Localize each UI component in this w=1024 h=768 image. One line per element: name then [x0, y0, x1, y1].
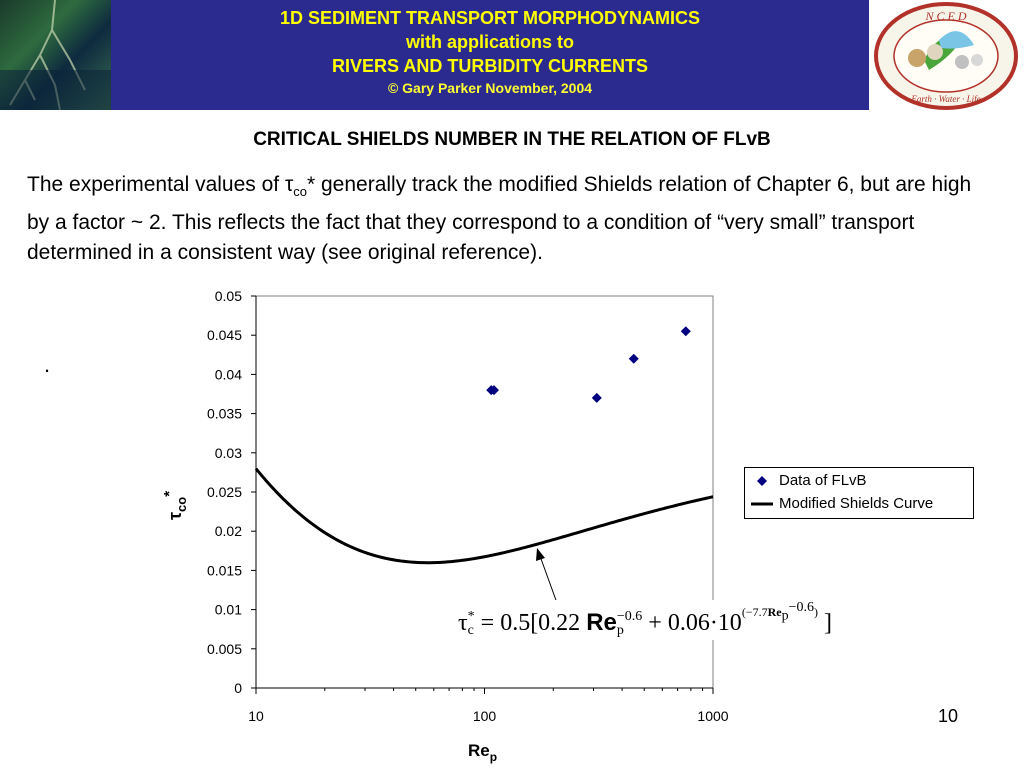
header-line-3: RIVERS AND TURBIDITY CURRENTS [331, 56, 649, 76]
y-tick-label: 0.035 [207, 406, 242, 422]
chart-curve-layer [254, 467, 714, 565]
chart-points-layer [486, 326, 691, 403]
formula-close: ] [823, 610, 832, 636]
x-tick-label: 1000 [697, 708, 728, 724]
annotation-arrow-line [539, 555, 558, 604]
para-tau-subscript: co [293, 184, 307, 200]
formula-exponent: (−7.7Rep−0.6) [741, 600, 818, 623]
header-copyright: © Gary Parker November, 2004 [387, 80, 593, 96]
formula-exp-re-sub: p [781, 608, 789, 624]
legend-label-data: Data of FLvB [779, 472, 867, 489]
y-axis-label-sup: * [161, 491, 178, 497]
y-axis-label: τco* [161, 491, 189, 520]
shields-formula: τ * c = 0.5[0.22 Re −0.6 p + 0.06·10(−7.7Rep… [458, 600, 938, 640]
data-point-diamond [628, 353, 639, 364]
slide-paragraph: The experimental values of τco* generall… [27, 170, 997, 269]
formula-exp-b: ) [813, 605, 818, 619]
x-axis-label-sub: p [490, 750, 497, 764]
formula-re: Re [586, 609, 617, 636]
y-axis-label-sub: co [174, 497, 189, 512]
y-tick-label: 0.045 [207, 327, 242, 343]
legend-label-curve: Modified Shields Curve [779, 495, 934, 512]
formula-eq: = 0.5[0.22 [474, 610, 587, 636]
data-point-diamond [680, 326, 691, 337]
legend-diamond-icon [757, 476, 767, 486]
header-text: 1D SEDIMENT TRANSPORT MORPHODYNAMICS wit… [111, 6, 869, 98]
logo-text-bottom: Earth · Water · Life [910, 94, 980, 104]
formula-exp-re: Re [767, 605, 782, 619]
delta-satellite-image [0, 0, 111, 110]
legend-line-icon [751, 502, 773, 506]
shields-curve-line [254, 467, 714, 565]
para-prefix: The experimental values of [27, 173, 285, 196]
y-tick-label: 0.02 [215, 523, 242, 539]
formula-tau-sub: c [467, 623, 474, 639]
header-line-2: with applications to [405, 32, 574, 52]
x-axis-label: Rep [468, 741, 497, 764]
y-axis-label-main: τ [165, 512, 185, 520]
header-band [111, 0, 869, 110]
logo-text-top: N C E D [924, 9, 966, 23]
y-tick-label: 0.05 [215, 288, 242, 304]
annotation-arrow-head [536, 548, 545, 561]
chart-axes [251, 295, 714, 694]
data-point-diamond [488, 385, 499, 396]
formula-re-sub: p [616, 623, 624, 639]
header-line-1: 1D SEDIMENT TRANSPORT MORPHODYNAMICS [279, 8, 701, 28]
x-tick-label: 10 [248, 708, 264, 724]
data-point-diamond [591, 392, 602, 403]
x-tick-label: 100 [473, 708, 497, 724]
y-tick-label: 0.04 [215, 366, 242, 382]
slide-title: CRITICAL SHIELDS NUMBER IN THE RELATION … [253, 129, 771, 150]
formula-exp-a: (−7.7 [741, 605, 768, 619]
page-number: 10 [938, 706, 959, 726]
formula-exp-re-sup: −0.6 [788, 600, 814, 615]
para-tau: τ [284, 173, 294, 196]
x-axis-label-main: Re [468, 741, 490, 760]
nced-logo: N C E D Earth · Water · Life [869, 0, 1024, 110]
slide-header: 1D SEDIMENT TRANSPORT MORPHODYNAMICS wit… [0, 0, 1024, 110]
y-tick-label: 0 [234, 680, 242, 696]
y-tick-label: 0.01 [215, 602, 242, 618]
y-tick-label: 0.015 [207, 562, 242, 578]
stray-dot: . [44, 352, 51, 377]
formula-tau-sup: * [467, 609, 475, 625]
para-suffix: * generally track the modified Shields r… [27, 173, 972, 265]
y-tick-label: 0.03 [215, 445, 242, 461]
chart-legend: Data of FLvB Modified Shields Curve [744, 467, 974, 519]
y-tick-label: 0.025 [207, 484, 242, 500]
formula-mid: + 0.06·10 [642, 610, 742, 636]
chart-labels-layer: 0 0.005 0.01 0.015 0.02 0.025 0.03 0.035 0.04 0.0… [161, 288, 729, 764]
y-tick-label: 0.005 [207, 641, 242, 657]
formula-tau: τ [458, 610, 468, 636]
formula-re-sup: −0.6 [616, 609, 643, 625]
